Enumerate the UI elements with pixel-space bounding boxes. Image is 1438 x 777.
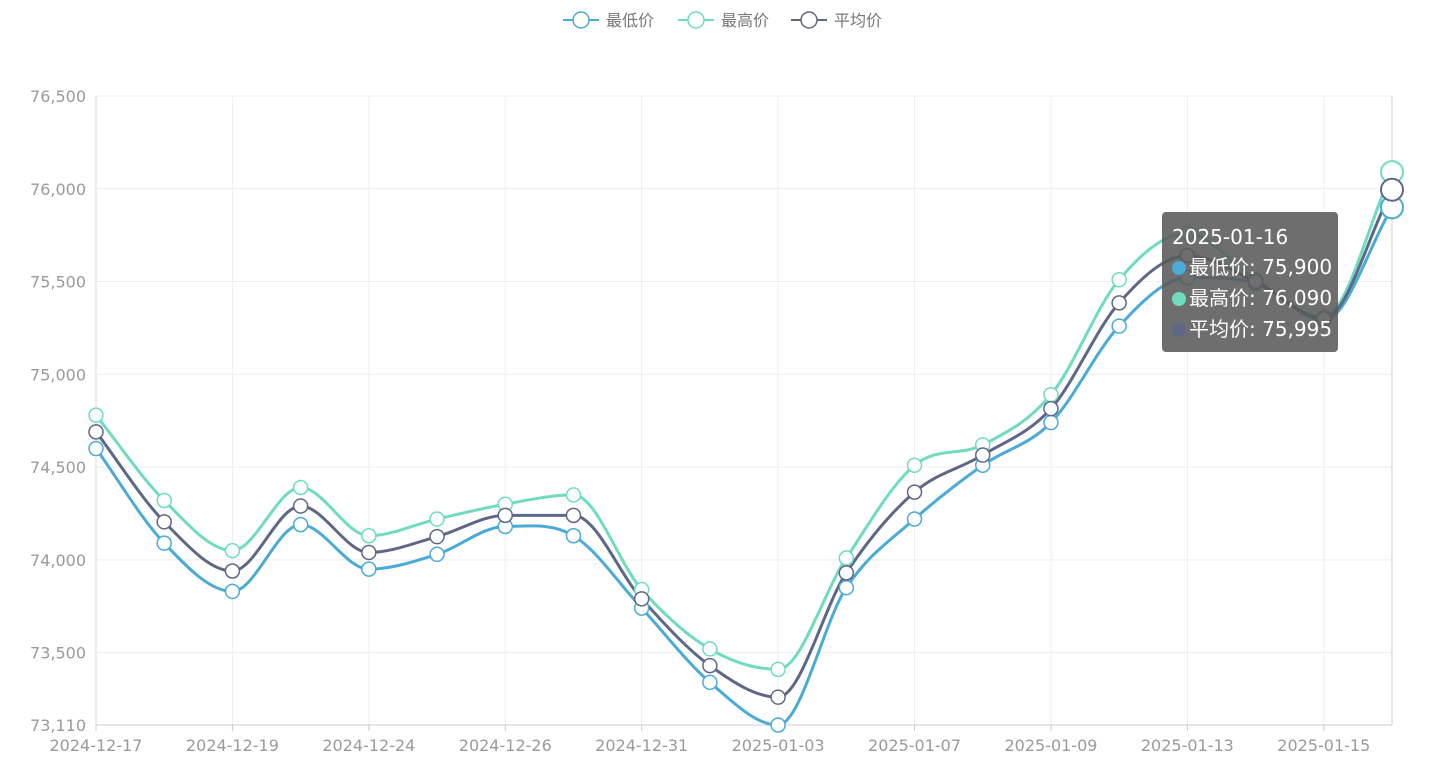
data-tooltip: 2025-01-16 最低价: 75,900 最高价: 76,090 平均价: … [1162,212,1338,352]
tooltip-label-high: 最高价: 76,090 [1189,286,1333,310]
data-point-low[interactable] [702,674,718,691]
data-point-high[interactable] [702,641,718,657]
x-tick-label: 2025-01-09 [1004,736,1097,755]
data-point-avg[interactable] [565,507,582,524]
legend-marker [572,11,590,29]
data-point-avg[interactable] [156,514,172,530]
data-point-high[interactable] [88,407,104,423]
x-tick-label: 2025-01-07 [868,736,961,755]
data-point-high[interactable] [906,457,923,473]
data-point-avg[interactable] [429,528,445,545]
axes: 73,110 73,500 74,000 74,500 75,000 75,500 76,0… [30,87,1393,755]
legend-label: 平均价 [834,11,882,30]
data-point-high[interactable] [361,527,377,544]
tooltip-dot-high [1172,292,1186,306]
data-point-avg[interactable] [838,565,855,581]
data-point-high[interactable] [565,487,582,503]
data-point-avg[interactable] [224,563,241,579]
legend-item-avg[interactable]: 平均价 [791,11,882,30]
data-point-high[interactable] [1043,386,1059,403]
data-point-high[interactable] [1111,271,1127,288]
x-tick-label: 2025-01-15 [1277,736,1370,755]
data-point-low[interactable] [224,583,241,600]
data-point-high[interactable] [156,492,172,509]
y-tick-label: 75,500 [30,273,86,292]
data-point-low[interactable] [565,527,582,544]
x-tick-label: 2024-12-19 [186,736,279,755]
data-point-low[interactable] [838,579,855,596]
data-point-avg[interactable] [702,657,718,674]
data-point-avg[interactable] [770,689,786,705]
x-tick-label: 2024-12-24 [322,736,415,755]
y-tick-label: 76,500 [30,87,86,106]
x-tick-label: 2025-01-13 [1141,736,1234,755]
data-point-low[interactable] [1043,414,1059,431]
x-tick-label: 2024-12-31 [595,736,688,755]
x-tick-label: 2024-12-17 [50,736,143,755]
x-tick-label: 2025-01-03 [732,736,825,755]
legend-label: 最低价 [606,11,654,30]
y-tick-label: 73,110 [30,716,86,735]
data-point-avg[interactable] [292,498,309,514]
tooltip-dot-low [1172,261,1186,275]
data-point-low[interactable] [292,516,309,533]
y-tick-label: 75,000 [30,365,86,384]
legend-marker [800,11,818,29]
y-tick-label: 73,500 [30,644,86,663]
data-point-avg[interactable] [88,424,104,440]
data-point-high[interactable] [224,542,241,559]
legend-item-high[interactable]: 最高价 [678,11,769,30]
tooltip-row-high: 最高价: 76,090 [1172,283,1332,314]
tooltip-title: 2025-01-16 [1172,225,1289,249]
data-point-avg[interactable] [1380,177,1404,202]
legend-marker [687,11,705,29]
data-point-avg[interactable] [361,544,377,561]
data-point-low[interactable] [429,546,445,563]
data-point-low[interactable] [906,511,923,527]
legend-item-low[interactable]: 最低价 [563,11,654,30]
grid-lines [96,95,1392,725]
y-tick-label: 74,000 [30,551,86,570]
data-point-high[interactable] [292,479,309,496]
data-point-high[interactable] [838,550,855,566]
data-point-avg[interactable] [906,484,923,500]
y-tick-label: 74,500 [30,458,86,477]
data-point-avg[interactable] [974,447,991,463]
tooltip-row-low: 最低价: 75,900 [1172,252,1332,283]
data-point-low[interactable] [770,717,786,733]
data-point-low[interactable] [1111,318,1127,334]
data-point-avg[interactable] [497,507,514,524]
data-point-avg[interactable] [1043,400,1059,417]
data-point-low[interactable] [361,561,377,577]
data-point-low[interactable] [88,440,104,457]
tooltip-label-low: 最低价: 75,900 [1189,255,1333,279]
legend[interactable]: 最低价 最高价 平均价 [563,11,882,30]
tooltip-label-avg: 平均价: 75,995 [1189,317,1333,341]
tooltip-dot-avg [1172,323,1186,337]
data-point-low[interactable] [156,535,172,551]
tooltip-row-avg: 平均价: 75,995 [1172,314,1332,345]
x-tick-label: 2024-12-26 [459,736,552,755]
data-point-high[interactable] [770,661,786,678]
data-point-avg[interactable] [1111,295,1127,311]
data-point-high[interactable] [429,511,445,527]
y-tick-label: 76,000 [30,180,86,199]
legend-label: 最高价 [721,11,769,30]
data-point-avg[interactable] [633,591,650,607]
